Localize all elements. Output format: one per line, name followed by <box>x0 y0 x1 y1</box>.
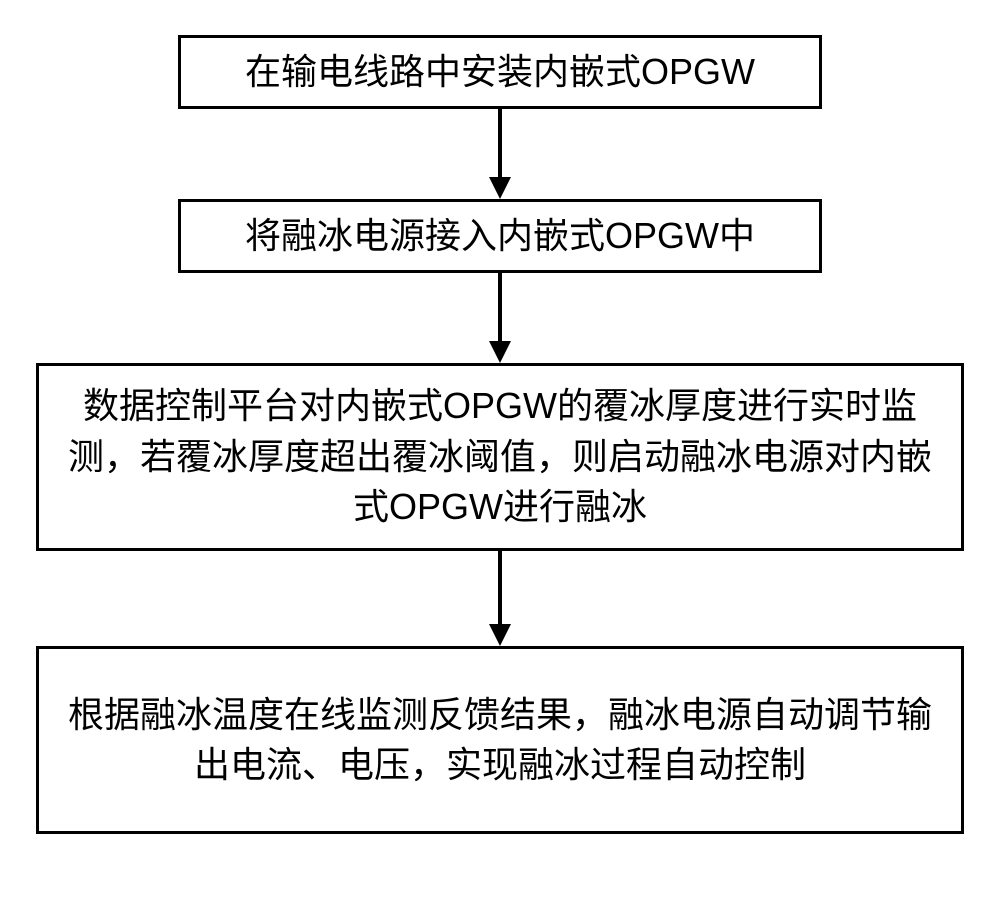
flowchart-step-4: 根据融冰温度在线监测反馈结果，融冰电源自动调节输出电流、电压，实现融冰过程自动控… <box>36 646 964 834</box>
step-2-text: 将融冰电源接入内嵌式OPGW中 <box>245 211 755 261</box>
step-3-text: 数据控制平台对内嵌式OPGW的覆冰厚度进行实时监测，若覆冰厚度超出覆冰阈值，则启… <box>59 381 941 532</box>
flowchart-step-3: 数据控制平台对内嵌式OPGW的覆冰厚度进行实时监测，若覆冰厚度超出覆冰阈值，则启… <box>36 363 964 551</box>
step-1-text: 在输电线路中安装内嵌式OPGW <box>245 47 755 97</box>
arrow-down-icon <box>480 109 520 199</box>
flowchart-step-1: 在输电线路中安装内嵌式OPGW <box>178 35 822 109</box>
arrow-1 <box>480 109 520 199</box>
step-4-text: 根据融冰温度在线监测反馈结果，融冰电源自动调节输出电流、电压，实现融冰过程自动控… <box>59 690 941 791</box>
arrow-2 <box>480 273 520 363</box>
arrow-3 <box>480 551 520 646</box>
flowchart-step-2: 将融冰电源接入内嵌式OPGW中 <box>178 199 822 273</box>
arrow-down-icon <box>480 551 520 646</box>
arrow-down-icon <box>480 273 520 363</box>
